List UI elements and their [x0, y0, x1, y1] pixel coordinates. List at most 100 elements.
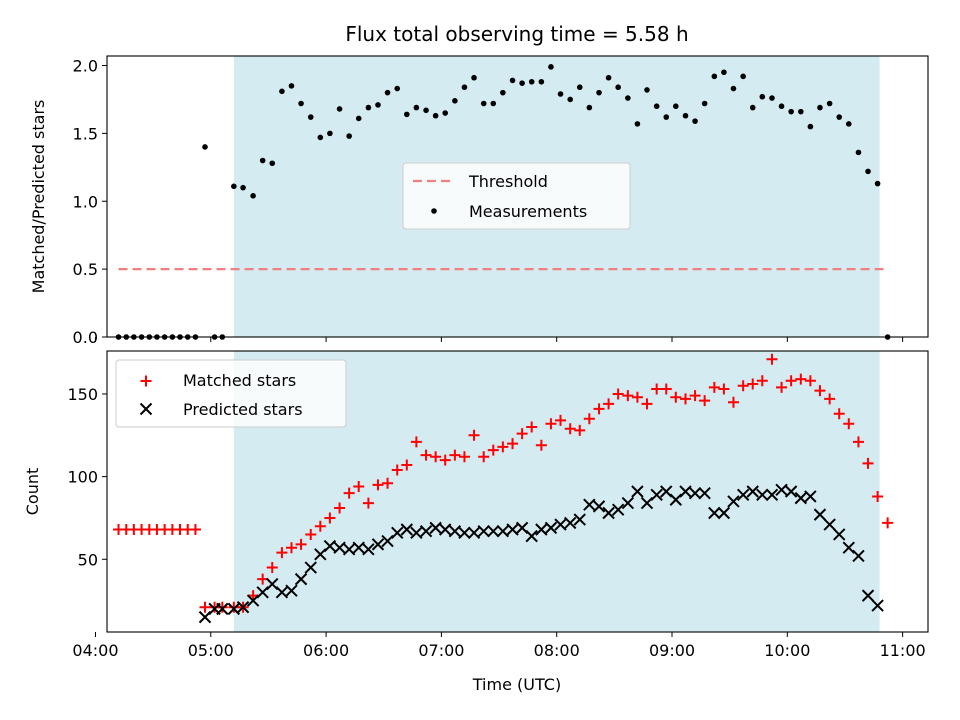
predicted-star-point — [275, 586, 289, 599]
measurement-point — [404, 111, 410, 118]
x-tick-label: 11:00 — [880, 641, 926, 660]
measurement-point — [509, 77, 516, 84]
predicted-star-point — [477, 524, 490, 538]
matched-star-point — [314, 520, 326, 532]
count-panel: 50 100 150 04:00 05:00 06:00 07:00 08:00 09:00 10… — [23, 350, 929, 694]
measurement-point — [557, 91, 564, 97]
measurement-point — [625, 95, 631, 101]
measurement-point — [288, 83, 295, 89]
matched-star-point — [507, 438, 519, 450]
y-tick-label: 150 — [67, 385, 98, 404]
matched-star-point — [276, 547, 288, 559]
measurement-point — [826, 100, 833, 107]
predicted-star-point — [727, 495, 740, 508]
predicted-star-point — [448, 524, 462, 538]
matched-star-point — [487, 444, 499, 456]
y-axis-label: Count — [23, 468, 42, 516]
measurement-point — [788, 108, 794, 115]
matched-star-point — [882, 517, 894, 529]
x-tick-label: 10:00 — [764, 641, 810, 660]
ratio-panel: 0.0 0.5 1.0 1.5 2.0 Matched/Predicted stars Th… — [29, 55, 929, 347]
measurement-point — [634, 121, 641, 127]
measurement-point — [730, 85, 737, 92]
matched-star-point — [747, 378, 759, 390]
measurement-point — [644, 87, 650, 93]
predicted-star-point — [371, 538, 385, 551]
predicted-star-point — [631, 485, 644, 498]
measurement-point — [711, 73, 718, 80]
matched-star-point — [228, 601, 240, 613]
x-tick-label: 08:00 — [534, 641, 580, 660]
measurement-point — [836, 114, 843, 120]
measurement-point — [807, 123, 814, 130]
measurement-point — [721, 69, 727, 76]
matched-star-point — [372, 479, 384, 491]
measurement-point — [375, 102, 381, 108]
predicted-star-point — [621, 496, 635, 510]
measurement-point — [471, 74, 477, 81]
matched-star-point — [382, 477, 394, 489]
legend-threshold-label: Threshold — [468, 172, 548, 191]
predicted-star-point — [554, 518, 567, 531]
measurement-point — [231, 183, 237, 190]
matched-star-point — [795, 373, 807, 385]
predicted-star-point — [861, 589, 875, 602]
matched-star-point — [362, 497, 374, 509]
measurement-point — [365, 104, 372, 111]
measurement-point — [528, 78, 535, 85]
matched-star-point — [478, 451, 490, 463]
predicted-star-point — [746, 485, 759, 498]
matched-star-point — [285, 542, 297, 554]
measurement-point — [480, 100, 487, 107]
y-tick-label: 50 — [78, 550, 98, 569]
x-tick-label: 06:00 — [303, 641, 349, 660]
predicted-star-point — [400, 523, 414, 536]
measurement-point — [615, 84, 621, 91]
predicted-star-point — [487, 524, 500, 538]
measurement-point — [240, 184, 246, 191]
matched-star-point — [699, 395, 711, 407]
matched-star-point — [660, 383, 672, 395]
y-tick-label: 0.0 — [73, 328, 98, 347]
measurement-point — [567, 96, 573, 103]
matched-star-point — [718, 383, 730, 395]
measurement-point — [759, 93, 766, 100]
predicted-star-point — [823, 518, 836, 531]
matched-star-point — [814, 385, 826, 397]
predicted-star-point — [544, 521, 558, 535]
measurement-point — [490, 100, 497, 107]
matched-star-point — [583, 413, 595, 425]
legend-measurements-swatch — [431, 208, 437, 214]
matched-star-point — [756, 375, 768, 387]
legend-box — [115, 359, 347, 428]
measurement-point — [307, 114, 314, 120]
predicted-star-point — [458, 526, 471, 540]
measurement-point — [384, 89, 391, 96]
measurement-point — [653, 103, 660, 110]
measurement-point — [250, 193, 256, 199]
measurement-point — [327, 130, 333, 137]
predicted-star-point — [871, 599, 884, 612]
predicted-star-point — [784, 485, 798, 498]
matched-star-point — [555, 414, 567, 426]
matched-star-point — [458, 451, 470, 463]
measurement-point — [596, 89, 602, 96]
matched-star-point — [430, 451, 442, 463]
y-tick-label: 0.5 — [73, 260, 98, 279]
measurement-point — [682, 112, 689, 119]
measurement-point — [394, 85, 401, 92]
measurement-point — [355, 115, 362, 122]
predicted-star-point — [717, 506, 731, 520]
predicted-star-point — [708, 506, 721, 520]
predicted-star-point — [467, 526, 481, 540]
matched-star-point — [199, 601, 211, 613]
predicted-star-point — [602, 506, 615, 520]
matched-star-point — [670, 391, 682, 403]
matched-star-point — [391, 464, 403, 476]
predicted-star-point — [419, 524, 433, 538]
measurement-point — [605, 74, 612, 81]
measurement-point — [855, 149, 862, 156]
y-tick-label: 2.0 — [73, 57, 98, 76]
legend-box — [402, 162, 631, 230]
y-tick-label: 1.5 — [73, 124, 98, 143]
